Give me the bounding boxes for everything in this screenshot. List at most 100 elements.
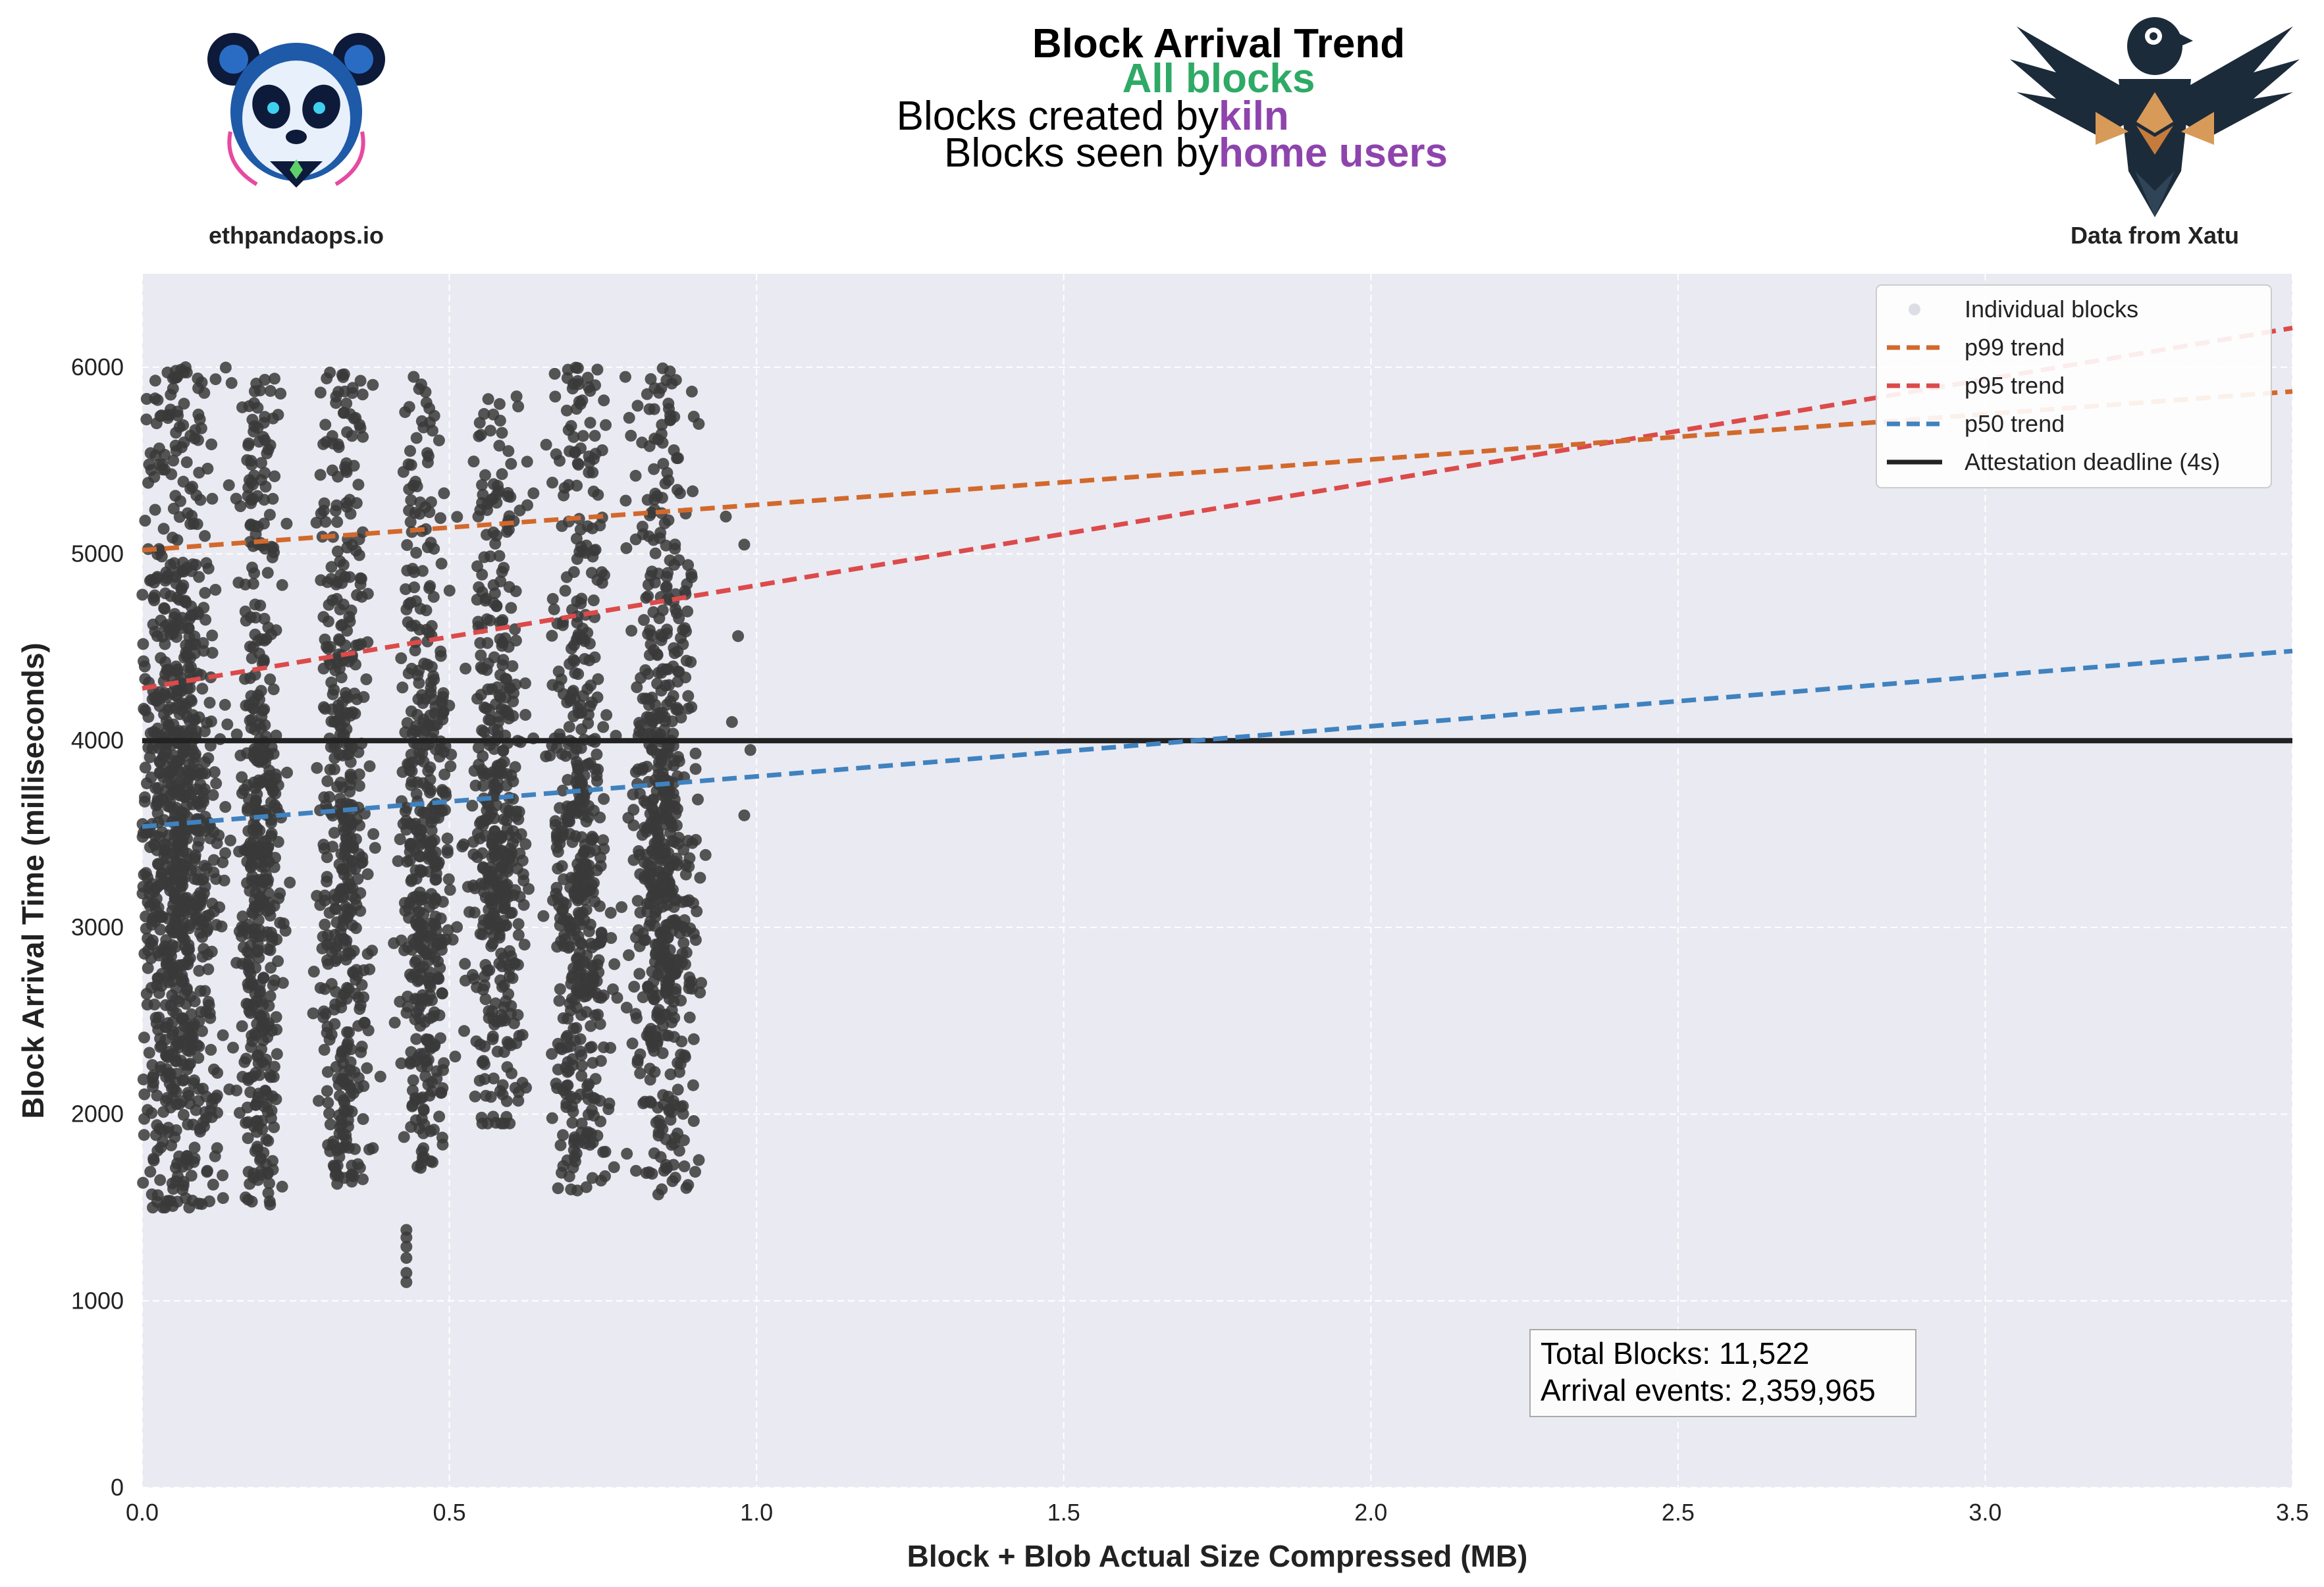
scatter-point	[481, 1117, 494, 1130]
scatter-point	[265, 1071, 277, 1083]
scatter-point	[138, 1031, 150, 1044]
scatter-point	[485, 714, 496, 726]
scatter-point	[443, 699, 456, 712]
scatter-point	[496, 1079, 509, 1091]
scatter-point	[401, 539, 413, 551]
scatter-point	[340, 1129, 352, 1141]
scatter-point	[398, 944, 411, 956]
scatter-point	[586, 522, 598, 534]
scatter-point	[257, 1024, 270, 1037]
scatter-point	[198, 386, 211, 399]
scatter-point	[496, 981, 508, 993]
scatter-point	[596, 577, 608, 589]
scatter-point	[575, 1009, 587, 1021]
scatter-point	[177, 1074, 189, 1087]
scatter-point	[324, 938, 336, 950]
scatter-point	[687, 1079, 699, 1091]
scatter-point	[361, 636, 374, 648]
scatter-point	[580, 1181, 593, 1193]
scatter-point	[180, 456, 193, 469]
scatter-point	[560, 750, 572, 762]
scatter-point	[565, 977, 577, 990]
scatter-point	[202, 562, 215, 575]
scatter-point	[488, 742, 500, 755]
scatter-point	[140, 910, 152, 923]
scatter-point	[488, 651, 500, 663]
scatter-point	[675, 1035, 688, 1048]
scatter-point	[546, 1048, 558, 1060]
scatter-point	[637, 991, 649, 1003]
scatter-point	[683, 1011, 696, 1024]
scatter-point	[478, 407, 490, 420]
scatter-point	[653, 885, 666, 897]
scatter-point	[417, 920, 429, 932]
scatter-point	[516, 854, 529, 867]
scatter-point	[144, 751, 156, 764]
scatter-point	[552, 1182, 564, 1195]
title-line-kiln: kiln	[1219, 93, 1289, 139]
scatter-point	[328, 1160, 340, 1173]
scatter-point	[236, 1020, 248, 1032]
scatter-point	[268, 1121, 280, 1133]
scatter-point	[500, 802, 512, 814]
scatter-point	[169, 777, 182, 789]
scatter-point	[266, 551, 278, 563]
scatter-point	[262, 621, 275, 634]
scatter-point	[672, 954, 685, 966]
scatter-point	[354, 375, 367, 387]
scatter-point	[343, 611, 356, 623]
scatter-point	[597, 834, 610, 846]
scatter-point	[673, 612, 685, 625]
scatter-point	[211, 1106, 223, 1119]
scatter-point	[658, 1099, 670, 1110]
scatter-point	[223, 479, 235, 492]
scatter-point	[566, 1116, 579, 1129]
scatter-point	[504, 1008, 517, 1020]
scatter-point	[644, 1062, 656, 1075]
scatter-point	[177, 1012, 190, 1024]
scatter-point	[478, 725, 490, 738]
scatter-point	[487, 1030, 499, 1043]
scatter-point	[574, 398, 587, 410]
scatter-point	[425, 682, 437, 694]
scatter-point	[230, 492, 242, 505]
scatter-point	[478, 701, 490, 714]
scatter-point	[572, 893, 585, 904]
scatter-point	[280, 517, 293, 530]
scatter-point	[519, 709, 532, 721]
scatter-point	[602, 1103, 615, 1115]
scatter-point	[501, 862, 514, 875]
scatter-point	[182, 1089, 195, 1102]
scatter-point	[321, 372, 333, 384]
scatter-point	[164, 796, 176, 808]
scatter-point	[257, 1147, 270, 1159]
scatter-point	[192, 1052, 205, 1064]
scatter-point	[631, 400, 644, 412]
scatter-point	[672, 484, 683, 496]
scatter-point	[670, 374, 682, 386]
scatter-point	[330, 499, 343, 511]
scatter-point	[363, 963, 376, 976]
scatter-point	[564, 997, 576, 1010]
scatter-point	[350, 544, 362, 557]
scatter-point	[424, 981, 436, 993]
scatter-point	[264, 384, 277, 397]
scatter-point	[424, 1125, 436, 1137]
scatter-point	[149, 830, 161, 842]
scatter-point	[584, 417, 596, 429]
scatter-point	[643, 1166, 655, 1178]
scatter-point	[554, 1139, 567, 1151]
scatter-point	[169, 926, 180, 939]
scatter-point	[354, 999, 367, 1012]
scatter-point	[269, 470, 281, 482]
scatter-point	[191, 796, 203, 808]
scatter-point	[490, 600, 503, 612]
scatter-point	[346, 382, 359, 394]
scatter-point	[334, 793, 346, 805]
y-tick-label: 2000	[71, 1101, 124, 1128]
scatter-point	[585, 1020, 597, 1032]
scatter-point	[527, 487, 540, 500]
scatter-point	[435, 708, 448, 721]
scatter-point	[673, 1145, 685, 1157]
